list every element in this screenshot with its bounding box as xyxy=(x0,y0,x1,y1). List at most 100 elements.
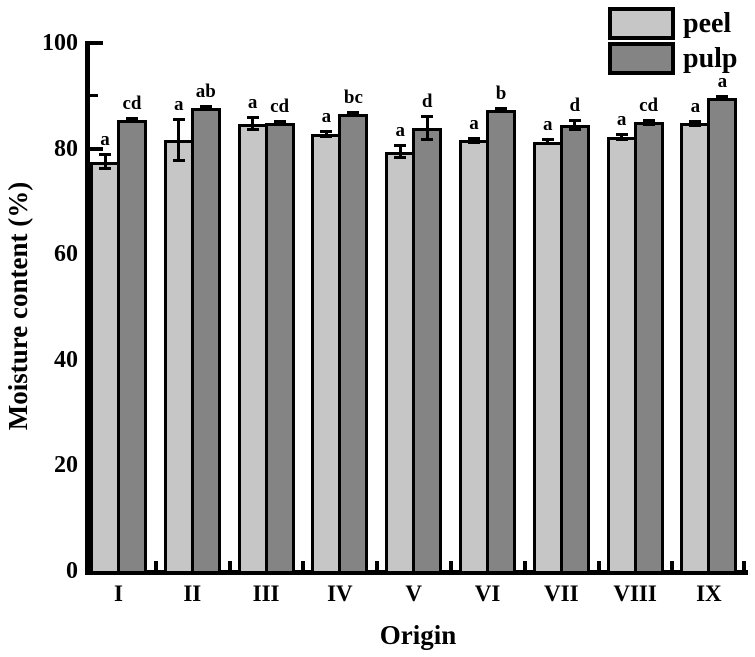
y-tick-label: 0 xyxy=(66,558,78,584)
error-bar-pulp xyxy=(130,117,134,123)
error-bar-pulp xyxy=(351,111,355,116)
bar-pulp xyxy=(190,107,221,574)
x-tick xyxy=(227,561,232,570)
error-cap-bottom xyxy=(347,113,360,117)
error-bar-peel xyxy=(472,137,476,143)
error-cap-bottom xyxy=(172,159,185,163)
error-cap-bottom xyxy=(320,134,333,138)
sig-letter: a xyxy=(247,92,258,114)
error-cap-top xyxy=(320,129,333,133)
bar-peel xyxy=(532,141,563,574)
y-axis-line xyxy=(85,41,90,575)
error-bar-pulp xyxy=(425,116,429,140)
x-tick xyxy=(449,561,453,570)
y-tick-label: 40 xyxy=(54,346,78,373)
bar-pulp xyxy=(559,124,590,574)
error-cap-top xyxy=(126,116,138,120)
bar-peel xyxy=(163,140,194,574)
error-cap-bottom xyxy=(495,110,507,114)
error-bar-peel xyxy=(251,117,255,131)
error-cap-top xyxy=(615,132,628,136)
error-cap-top xyxy=(541,138,554,142)
x-tick-label: VI xyxy=(474,581,501,606)
bar-pulp xyxy=(412,128,443,574)
error-cap-bottom xyxy=(642,122,655,126)
bar-pulp xyxy=(707,97,738,574)
error-cap-bottom xyxy=(273,122,286,126)
bar-pulp xyxy=(117,120,147,574)
error-cap-top xyxy=(716,94,729,98)
y-tick-label: 60 xyxy=(54,241,78,268)
error-cap-top xyxy=(199,104,212,108)
error-cap-top xyxy=(642,118,655,122)
sig-letter: bc xyxy=(343,86,363,108)
x-axis-title: Origin xyxy=(379,620,457,650)
error-cap-bottom xyxy=(246,128,259,132)
error-bar-peel xyxy=(398,145,402,159)
sig-letter: a xyxy=(543,114,553,136)
y-axis-title: Moisture content (%) xyxy=(3,181,33,431)
legend-swatch-pulp xyxy=(608,42,675,75)
error-bar-pulp xyxy=(278,120,282,125)
error-bar-pulp xyxy=(720,95,724,101)
x-tick-label: IV xyxy=(327,581,353,606)
error-bar-peel xyxy=(546,139,550,145)
sig-letter: d xyxy=(569,94,581,116)
sig-letter: b xyxy=(495,82,507,104)
x-tick-label: III xyxy=(252,581,280,606)
x-tick-label: VIII xyxy=(613,581,657,606)
error-cap-bottom xyxy=(568,128,581,132)
sig-letter: a xyxy=(616,108,627,130)
x-tick xyxy=(522,561,527,570)
error-cap-top xyxy=(172,118,185,122)
bar-peel xyxy=(459,140,489,574)
error-cap-top xyxy=(421,115,434,119)
error-cap-top xyxy=(273,119,286,123)
error-cap-bottom xyxy=(394,156,407,160)
error-cap-bottom xyxy=(541,142,554,146)
x-tick-label: VII xyxy=(544,581,579,606)
x-tick xyxy=(301,561,306,570)
bar-pulp xyxy=(633,122,664,574)
bar-peel xyxy=(606,136,637,574)
bar-pulp xyxy=(338,113,369,574)
error-cap-bottom xyxy=(99,167,111,171)
error-cap-bottom xyxy=(689,123,702,127)
sig-letter: a xyxy=(321,105,332,127)
error-cap-bottom xyxy=(126,120,138,124)
error-bar-pulp xyxy=(573,119,577,131)
error-cap-top xyxy=(347,110,360,114)
error-bar-peel xyxy=(620,133,624,141)
error-cap-bottom xyxy=(615,138,628,142)
sig-letter: cd xyxy=(639,94,659,116)
sig-letter: d xyxy=(421,91,433,113)
error-bar-peel xyxy=(324,130,328,137)
error-cap-top xyxy=(568,118,581,122)
bar-peel xyxy=(385,151,416,574)
x-tick xyxy=(375,561,380,570)
error-cap-bottom xyxy=(199,108,212,112)
bar-pulp xyxy=(486,110,516,574)
error-bar-peel xyxy=(177,119,181,162)
legend-swatch-peel xyxy=(608,7,675,40)
y-minor-tick xyxy=(90,94,98,98)
x-tick xyxy=(742,561,746,570)
y-tick-label: 100 xyxy=(42,30,78,56)
x-tick xyxy=(153,561,158,570)
error-bar-pulp xyxy=(647,119,651,125)
x-tick-label: IX xyxy=(696,581,722,606)
bar-peel xyxy=(311,133,342,574)
x-tick xyxy=(670,561,675,570)
error-bar-pulp xyxy=(204,105,208,111)
error-cap-top xyxy=(689,119,702,123)
sig-letter: a xyxy=(717,70,728,92)
x-tick-label: V xyxy=(405,581,422,606)
bar-peel xyxy=(680,123,711,574)
sig-letter: a xyxy=(100,129,110,151)
bar-pulp xyxy=(264,122,295,574)
sig-letter: cd xyxy=(270,95,290,117)
y-tick-label: 20 xyxy=(54,452,78,479)
sig-letter: a xyxy=(690,95,701,117)
error-bar-peel xyxy=(103,154,107,170)
